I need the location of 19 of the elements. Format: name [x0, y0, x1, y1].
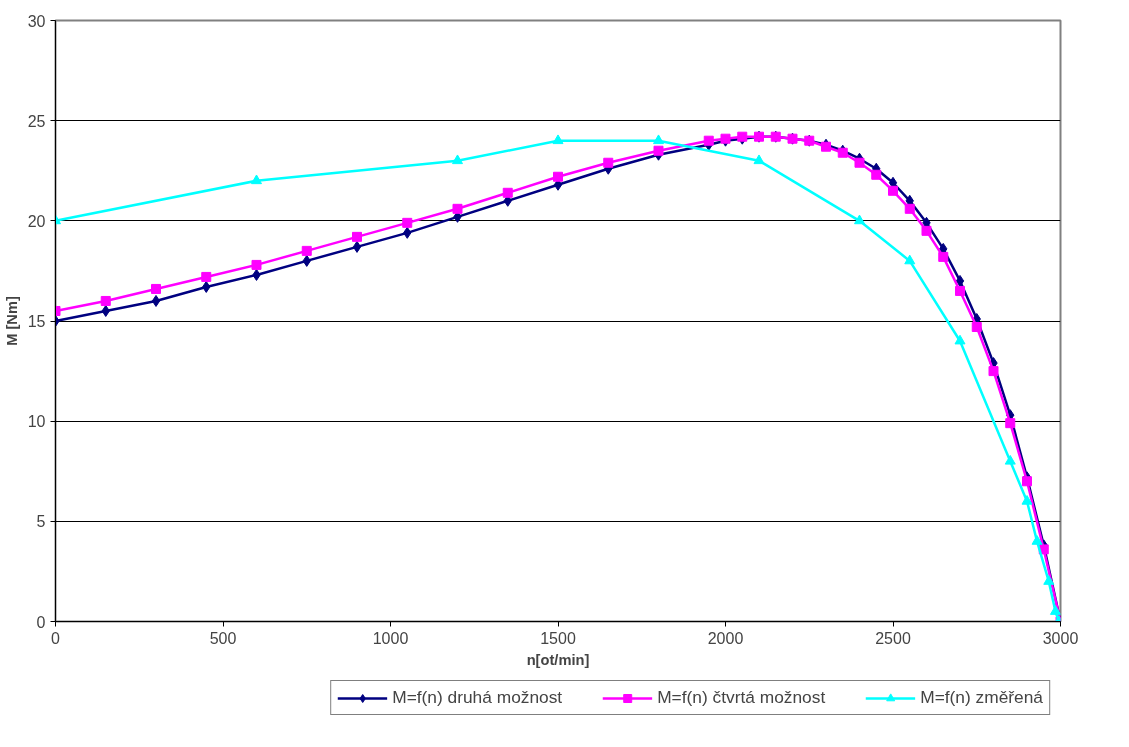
y-tick-label: 5	[36, 513, 46, 531]
x-tick-label: 500	[209, 629, 237, 647]
x-axis-title: n[ot/min]	[526, 651, 590, 668]
y-tick-label: 0	[36, 613, 46, 631]
x-tick-label: 1000	[372, 629, 409, 647]
legend-label: M=f(n) změřená	[920, 687, 1043, 708]
x-tick-label: 2500	[875, 629, 911, 647]
legend-label: M=f(n) čtvrtá možnost	[657, 687, 826, 708]
x-tick-label: 2000	[707, 629, 744, 647]
y-tick-label: 25	[27, 112, 46, 130]
y-tick-label: 20	[27, 212, 46, 230]
x-tick-label: 3000	[1042, 629, 1079, 647]
y-axis-title: M [Nm]	[3, 296, 20, 346]
y-tick-label: 30	[27, 12, 46, 30]
legend-label: M=f(n) druhá možnost	[392, 687, 563, 708]
y-tick-label: 10	[27, 413, 46, 431]
x-tick-label: 1500	[540, 629, 576, 647]
y-tick-label: 15	[27, 313, 46, 330]
x-tick-label: 0	[51, 629, 61, 647]
